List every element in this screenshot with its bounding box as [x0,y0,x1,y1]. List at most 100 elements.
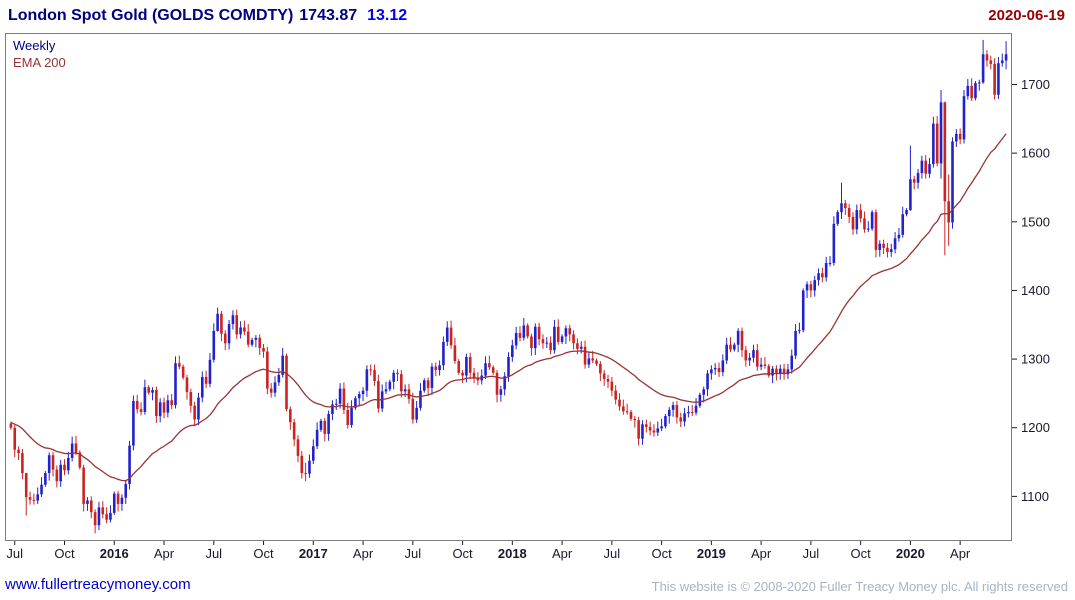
candle-body [870,212,874,229]
candle-body [866,228,870,230]
x-tick-label: Oct [452,546,473,561]
candle-body [805,284,809,291]
candle-body [445,327,449,342]
x-tick-label: Oct [54,546,75,561]
candle-body [411,398,415,420]
candle-body [687,411,690,414]
candle-body [518,332,522,338]
chart-legend: Weekly EMA 200 [13,37,66,71]
candle-body [491,367,495,373]
candle-body [549,342,552,351]
candle-body [832,223,836,263]
candle-body [365,369,369,391]
candle-body [231,315,235,325]
candle-body [602,373,606,379]
candle-body [139,409,143,412]
candle-body [958,133,962,140]
candle-body [622,406,625,412]
candle-body [319,420,323,430]
candle-body [155,389,158,417]
candle-body [625,411,629,413]
candle-body [373,370,376,382]
candle-body [472,372,476,378]
candle-body [974,83,977,99]
candle-body [817,273,820,281]
candle-body [166,400,170,413]
candle-body [403,389,407,392]
candle-body [300,455,304,474]
candle-body [599,363,602,374]
candle-body [706,373,709,390]
candle-body [660,426,663,429]
candle-body [909,179,912,211]
candle-body [36,494,40,501]
ema-line [10,133,1007,482]
candle-body [235,315,239,335]
candle-body [966,85,970,97]
candle-body [733,344,736,350]
instrument-title: London Spot Gold (GOLDS COMDTY) [8,7,294,24]
candle-body [170,400,173,406]
candle-body [273,382,277,393]
candle-body [725,344,728,361]
candle-body [178,363,181,367]
candle-body [289,409,292,423]
candle-body [32,499,36,501]
candle-body [59,464,62,482]
candle-body [369,369,373,371]
candle-body [346,409,350,425]
candle-body [422,380,426,391]
candle-body [461,372,464,376]
candle-body [484,363,487,376]
candle-body [847,208,851,217]
candle-body [886,247,889,252]
candle-body [989,60,993,64]
candle-body [985,54,989,61]
y-tick-label: 1200 [1021,420,1050,435]
x-tick-label: Jul [404,546,421,561]
plot-border [5,33,1012,541]
candle-body [220,313,223,334]
candle-body [775,368,778,374]
chart-header: London Spot Gold (GOLDS COMDTY) 1743.87 13… [0,0,1075,30]
candle-body [449,327,453,346]
candle-body [51,455,55,470]
x-tick-label: Apr [950,546,971,561]
candle-body [189,392,193,406]
candle-body [614,390,617,400]
candle-body [878,243,882,250]
chart-canvas[interactable]: 1100 1200 1300 1400 1500 1600 1700 Jul Oct 2016 Ap… [5,33,1070,568]
title-group: London Spot Gold (GOLDS COMDTY) 1743.87 13… [0,7,407,25]
candle-body [9,423,13,428]
x-tick-label: Jul [604,546,621,561]
y-tick-label: 1500 [1021,214,1050,229]
candle-body [147,387,151,393]
candle-body [576,343,579,349]
candle-body [537,326,541,340]
candle-body [782,368,786,375]
x-tick-label: 2016 [100,546,129,561]
candle-body [955,133,958,142]
x-tick-label: Apr [154,546,175,561]
candle-body [568,328,572,335]
candle-body [928,164,931,174]
candle-body [223,333,227,344]
candle-body [587,358,591,365]
candle-body [951,141,954,223]
candle-body [304,473,307,475]
candle-body [778,368,782,374]
candle-body [82,467,85,504]
y-tick-label: 1300 [1021,352,1050,367]
candle-body [476,377,480,381]
candle-body [844,203,847,209]
site-link[interactable]: www.fullertreacymoney.com [5,576,191,593]
candle-body [801,290,805,331]
candle-body [438,365,441,371]
candle-body [671,405,675,410]
candle-body [128,445,131,485]
candle-body [710,369,713,374]
candle-body [526,325,529,337]
candle-body [468,357,472,373]
candle-body [644,424,648,428]
x-tick-label: Jul [205,546,222,561]
